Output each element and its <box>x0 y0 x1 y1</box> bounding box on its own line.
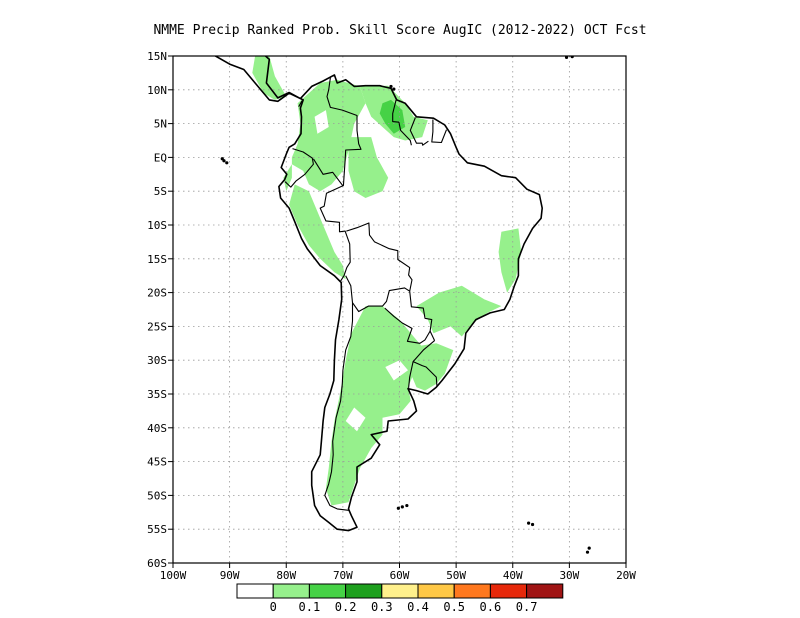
y-tick-label: 10S <box>147 219 167 232</box>
x-tick-label: 40W <box>503 569 523 582</box>
y-tick-label: 60S <box>147 557 167 570</box>
x-tick-label: 90W <box>220 569 240 582</box>
skill-region-central-america <box>252 56 287 100</box>
colorbar-label: 0.4 <box>407 600 429 614</box>
island-mark <box>530 522 535 527</box>
country-border <box>412 361 438 386</box>
skill-region-southern-cone <box>325 306 423 506</box>
y-tick-label: 50S <box>147 489 167 502</box>
colorbar-swatch <box>489 583 528 599</box>
country-border <box>392 99 412 146</box>
island-mark <box>392 87 396 91</box>
x-tick-label: 60W <box>390 569 410 582</box>
y-tick-label: 15S <box>147 253 167 266</box>
island-mark <box>400 505 404 509</box>
y-tick-label: 30S <box>147 354 167 367</box>
x-tick-label: 100W <box>160 569 187 582</box>
island-mark <box>564 56 569 59</box>
x-tick-label: 70W <box>333 569 353 582</box>
colorbar-label: 0.7 <box>516 600 538 614</box>
colorbar-label: 0.3 <box>371 600 393 614</box>
country-border <box>312 158 351 282</box>
country-border <box>298 100 303 107</box>
y-tick-label: 40S <box>147 422 167 435</box>
colorbar-swatch <box>236 583 274 599</box>
country-border <box>345 275 410 313</box>
island-mark <box>587 546 591 550</box>
island-mark <box>220 157 224 161</box>
country-border <box>409 117 429 146</box>
y-tick-label: 15N <box>147 50 167 63</box>
island-mark <box>527 521 531 525</box>
colorbar-swatch <box>272 583 310 599</box>
y-tick-label: 5S <box>154 185 167 198</box>
skill-region-uruguay-rs <box>410 343 454 391</box>
colorbar-swatch <box>417 583 455 599</box>
island-mark <box>389 84 393 89</box>
latitude-axis: 15N 10N 5N EQ 5S 10S 15S 20S 25S 30S 35S 40S 45S 50S 5… <box>147 50 173 570</box>
no-skill-patch-1 <box>382 181 423 219</box>
island-mark <box>396 506 400 510</box>
colorbar-label: 0.2 <box>335 600 357 614</box>
x-tick-label: 30W <box>559 569 579 582</box>
island-mark <box>405 503 409 508</box>
y-tick-label: 5N <box>154 118 167 131</box>
y-tick-label: 20S <box>147 287 167 300</box>
island-mark <box>225 161 229 165</box>
country-border <box>324 302 354 511</box>
colorbar-swatch <box>308 583 347 599</box>
y-tick-label: 25S <box>147 320 167 333</box>
country-border <box>346 222 413 292</box>
skill-region-southern-brazil <box>416 285 502 337</box>
country-border <box>431 119 448 144</box>
x-tick-label: 20W <box>616 569 636 582</box>
skill-region-eastern-brazil <box>498 228 522 293</box>
skill-shading-layer <box>252 56 522 506</box>
country-border <box>326 77 362 186</box>
country-boundaries <box>214 56 591 554</box>
island-mark <box>585 550 590 554</box>
lat-lon-grid <box>173 56 626 563</box>
colorbar-swatch <box>345 583 383 599</box>
x-tick-label: 80W <box>276 569 296 582</box>
colorbar-label: 0 <box>270 600 277 614</box>
coastline <box>214 56 544 532</box>
colorbar-label: 0.1 <box>299 600 321 614</box>
x-tick-label: 50W <box>446 569 466 582</box>
skill-region-peru-andes <box>289 184 346 280</box>
country-border <box>284 148 314 188</box>
colorbar-label: 0.5 <box>443 600 465 614</box>
y-tick-label: 35S <box>147 388 167 401</box>
colorbar-swatch <box>381 583 419 599</box>
y-tick-label: 55S <box>147 523 167 536</box>
skill-region-amazon-west <box>348 137 389 198</box>
colorbar-swatch <box>453 583 491 599</box>
y-tick-label: 10N <box>147 84 167 97</box>
longitude-axis: 100W 90W 80W 70W 60W 50W 40W 30W 20W <box>160 563 636 582</box>
y-tick-label: 45S <box>147 456 167 469</box>
no-skill-patch-4 <box>345 407 366 432</box>
y-tick-label: EQ <box>154 151 167 164</box>
no-skill-patch-2 <box>314 110 329 134</box>
map-title: NMME Precip Ranked Prob. Skill Score Aug… <box>153 23 646 38</box>
colorbar-swatch <box>526 583 564 599</box>
colorbar-label: 0.6 <box>480 600 502 614</box>
colorbar-legend: 0 0.1 0.2 0.3 0.4 0.5 0.6 0.7 <box>236 583 564 614</box>
country-border <box>384 291 433 344</box>
country-border <box>429 330 436 341</box>
no-skill-patch-3 <box>385 360 408 381</box>
